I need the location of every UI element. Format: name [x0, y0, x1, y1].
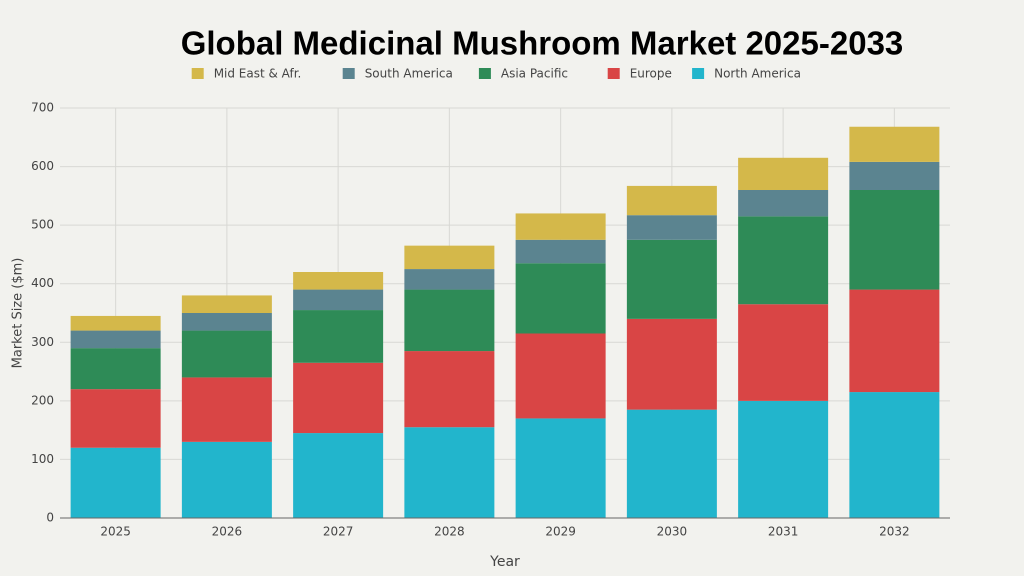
bar-segment: [515, 239, 606, 264]
bar-segment: [849, 392, 940, 518]
legend-label: North America: [714, 67, 801, 81]
legend-swatch: [191, 68, 204, 79]
bar-segment: [738, 400, 829, 518]
bars: [70, 126, 940, 518]
y-tick-label: 300: [31, 335, 54, 349]
bar-segment: [626, 215, 717, 240]
bar-segment: [738, 157, 829, 190]
y-tick-label: 500: [31, 218, 54, 232]
bar-segment: [849, 289, 940, 393]
bar-segment: [626, 409, 717, 518]
bar-segment: [404, 427, 495, 518]
bar-segment: [70, 315, 161, 331]
bar-segment: [293, 362, 384, 434]
bar-segment: [515, 213, 606, 240]
bar-segment: [70, 389, 161, 448]
x-tick-label: 2027: [323, 525, 354, 539]
y-tick-label: 200: [31, 393, 54, 407]
bar-segment: [293, 289, 384, 311]
x-axis-label: Year: [489, 554, 520, 570]
legend-swatch: [692, 68, 705, 79]
bar-segment: [181, 313, 272, 331]
bar-segment: [738, 304, 829, 401]
y-tick-label: 100: [31, 452, 54, 466]
x-tick-label: 2029: [545, 525, 576, 539]
y-tick-label: 700: [31, 101, 54, 115]
bar-segment: [515, 418, 606, 518]
bar-segment: [293, 272, 384, 290]
x-tick-label: 2031: [768, 525, 799, 539]
bar-segment: [70, 330, 161, 349]
legend-swatch: [607, 68, 620, 79]
x-tick-label: 2028: [434, 525, 465, 539]
bar-segment: [626, 185, 717, 216]
bar-segment: [849, 126, 940, 162]
bar-segment: [404, 351, 495, 428]
bar-segment: [181, 330, 272, 378]
legend-swatch: [342, 68, 355, 79]
legend-swatch: [478, 68, 491, 79]
legend: Mid East & Afr. South America Asia Pacific…: [191, 67, 801, 81]
bar-segment: [849, 190, 940, 290]
x-tick-label: 2032: [879, 525, 910, 539]
bar-segment: [738, 190, 829, 217]
bar-segment: [293, 433, 384, 518]
bar-segment: [404, 269, 495, 290]
y-tick-label: 400: [31, 276, 54, 290]
bar-segment: [515, 333, 606, 419]
bar-segment: [404, 245, 495, 270]
bar-segment: [181, 441, 272, 518]
legend-label: Asia Pacific: [501, 67, 568, 81]
y-tick-label: 0: [46, 511, 54, 525]
legend-label: Mid East & Afr.: [214, 67, 302, 81]
bar-segment: [738, 216, 829, 305]
bar-segment: [70, 447, 161, 518]
legend-label: Europe: [630, 67, 672, 81]
chart-title: Global Medicinal Mushroom Market 2025-20…: [181, 25, 904, 62]
y-tick-label: 600: [31, 159, 54, 173]
x-tick-label: 2025: [100, 525, 131, 539]
y-axis-label: Market Size ($m): [11, 258, 26, 369]
legend-label: South America: [365, 67, 453, 81]
x-tick-label: 2026: [212, 525, 243, 539]
bar-segment: [515, 263, 606, 334]
x-tick-label: 2030: [657, 525, 688, 539]
bar-segment: [70, 348, 161, 390]
bar-segment: [293, 310, 384, 363]
bar-segment: [626, 239, 717, 319]
bar-segment: [404, 289, 495, 352]
bar-segment: [626, 318, 717, 410]
bar-segment: [849, 161, 940, 190]
bar-segment: [181, 295, 272, 313]
bar-segment: [181, 377, 272, 442]
